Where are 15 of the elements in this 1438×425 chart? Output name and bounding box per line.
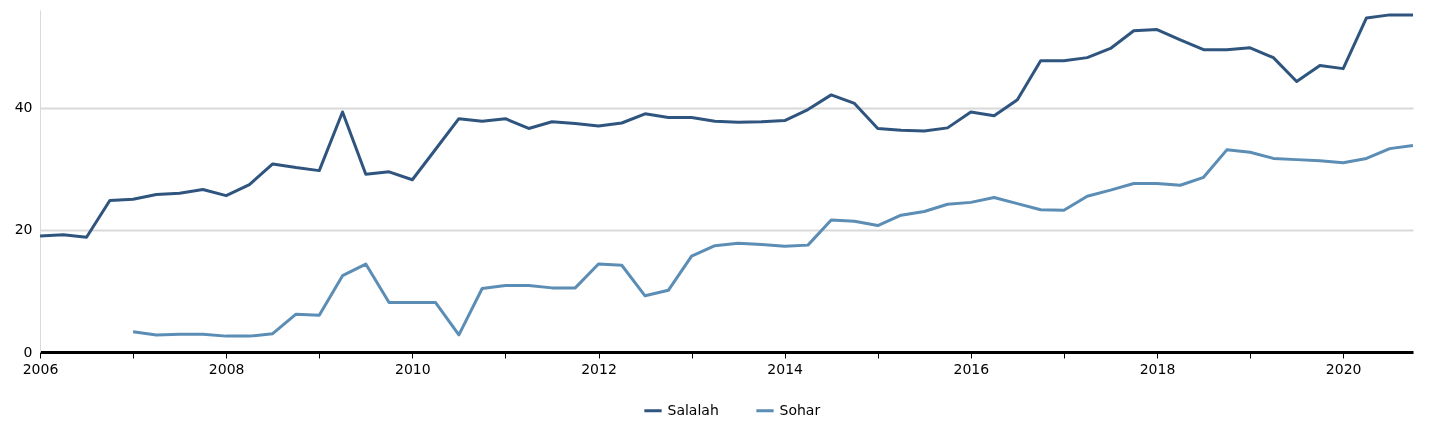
x-tick-label: 2016	[953, 360, 990, 377]
y-tick-label: 40	[14, 99, 33, 116]
x-tick-label: 2020	[1325, 360, 1362, 377]
legend-label: Sohar	[779, 401, 821, 418]
line-series	[131, 144, 1413, 338]
x-tick-label: 2018	[1139, 360, 1176, 377]
x-tick-label: 2010	[395, 360, 431, 377]
line-series	[40, 13, 1413, 239]
x-tick-label: 2008	[208, 360, 245, 377]
x-tick-label: 2006	[22, 360, 59, 377]
x-tick-label: 2014	[767, 360, 804, 377]
x-tick-label: 2012	[581, 360, 617, 377]
y-tick-label: 20	[14, 221, 33, 238]
y-tick-label: 0	[23, 343, 33, 360]
legend-label: Salalah	[667, 401, 719, 418]
